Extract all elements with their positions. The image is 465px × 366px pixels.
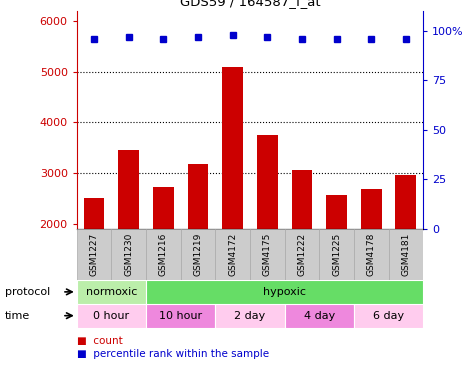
Bar — [77, 280, 146, 304]
Text: GSM1216: GSM1216 — [159, 233, 168, 276]
Text: GSM4175: GSM4175 — [263, 233, 272, 276]
Text: GSM1230: GSM1230 — [124, 233, 133, 276]
Text: GSM4172: GSM4172 — [228, 233, 237, 276]
Bar — [292, 170, 312, 325]
Bar — [77, 229, 111, 280]
Text: ■  percentile rank within the sample: ■ percentile rank within the sample — [77, 349, 269, 359]
Text: time: time — [5, 311, 30, 321]
Bar — [146, 229, 180, 280]
Bar — [215, 304, 285, 328]
Bar — [187, 164, 208, 325]
Text: protocol: protocol — [5, 287, 50, 297]
Bar — [257, 135, 278, 325]
Bar — [388, 229, 423, 280]
Bar — [222, 67, 243, 325]
Text: 6 day: 6 day — [373, 311, 404, 321]
Text: GSM1227: GSM1227 — [90, 233, 99, 276]
Bar — [250, 229, 285, 280]
Text: 4 day: 4 day — [304, 311, 335, 321]
Bar — [354, 229, 388, 280]
Bar — [153, 187, 174, 325]
Bar — [118, 150, 139, 325]
Text: GSM4178: GSM4178 — [367, 233, 376, 276]
Text: 2 day: 2 day — [234, 311, 266, 321]
Bar — [285, 229, 319, 280]
Bar — [77, 304, 146, 328]
Text: 10 hour: 10 hour — [159, 311, 202, 321]
Text: GSM1225: GSM1225 — [332, 233, 341, 276]
Title: GDS59 / 164587_f_at: GDS59 / 164587_f_at — [179, 0, 320, 8]
Bar — [112, 229, 146, 280]
Text: normoxic: normoxic — [86, 287, 137, 297]
Bar — [285, 304, 354, 328]
Text: hypoxic: hypoxic — [263, 287, 306, 297]
Bar — [361, 189, 382, 325]
Text: GSM4181: GSM4181 — [401, 233, 410, 276]
Text: ■  count: ■ count — [77, 336, 122, 346]
Bar — [146, 280, 423, 304]
Text: 0 hour: 0 hour — [93, 311, 129, 321]
Bar — [180, 229, 215, 280]
Bar — [354, 304, 423, 328]
Bar — [215, 229, 250, 280]
Bar — [146, 304, 215, 328]
Text: GSM1219: GSM1219 — [193, 233, 202, 276]
Bar — [395, 175, 416, 325]
Text: GSM1222: GSM1222 — [298, 233, 306, 276]
Bar — [326, 195, 347, 325]
Bar — [84, 198, 105, 325]
Bar — [319, 229, 354, 280]
